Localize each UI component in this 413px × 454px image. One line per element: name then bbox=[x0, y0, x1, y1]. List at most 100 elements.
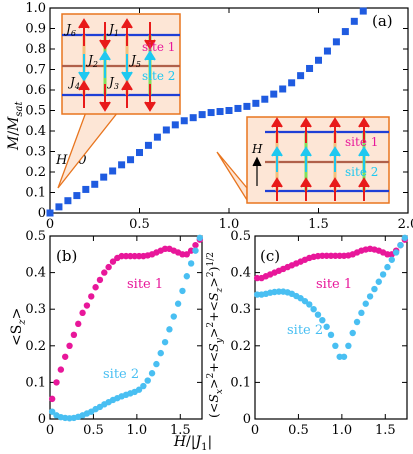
site2-data-point bbox=[135, 386, 143, 393]
site2-data-point bbox=[310, 306, 317, 313]
y-tick-label: 0.5 bbox=[25, 229, 46, 244]
xlabel-j-sub: 1 bbox=[201, 442, 207, 453]
x-tick-label: 0.5 bbox=[288, 423, 309, 438]
site2-data-point bbox=[170, 313, 177, 320]
site1-data-point bbox=[83, 302, 91, 309]
y-tick-label: 0.4 bbox=[230, 266, 251, 281]
panel-a: 0 0.1 0.2 0.3 0.4 0.5 0.6 0.7 0.8 0.9 1.0 0 0.5 1.0 1… bbox=[6, 1, 413, 232]
panel-b-label: (b) bbox=[56, 247, 77, 265]
site2-data-point bbox=[358, 309, 365, 317]
panel-b: 0 0.1 0.2 0.3 0.4 0.5 0 0.5 1.0 1.5 (b) site 1 s… bbox=[9, 229, 212, 453]
coupling-j5-letter: J bbox=[128, 53, 137, 67]
y-tick-label: 0.2 bbox=[25, 339, 46, 354]
inset-right: H site 1 site 2 bbox=[246, 116, 390, 204]
data-point bbox=[359, 7, 367, 15]
x-tick-label: 0.5 bbox=[83, 423, 104, 438]
site1-data-point bbox=[101, 269, 108, 276]
site2-data-point bbox=[366, 293, 374, 300]
inset-right-spins bbox=[271, 117, 370, 201]
panel-c-data-points bbox=[253, 234, 409, 360]
coupling-j6-letter: J bbox=[63, 22, 72, 36]
ylabel-b-sub: z bbox=[17, 319, 28, 326]
data-point bbox=[297, 72, 305, 80]
site1-data-point bbox=[66, 342, 73, 349]
y-tick-label: 0 bbox=[38, 412, 46, 427]
x-tick-label: 0 bbox=[46, 423, 54, 438]
x-axis-label: H/|J1| bbox=[173, 434, 212, 453]
y-tick-label: 0.3 bbox=[230, 302, 251, 317]
data-point bbox=[64, 197, 72, 205]
panel-b-site1-label: site 1 bbox=[127, 277, 163, 292]
data-point bbox=[288, 79, 296, 87]
svg-text:<Sz>: <Sz> bbox=[9, 308, 28, 346]
x-tick-label: 1.0 bbox=[219, 217, 240, 232]
data-point bbox=[55, 203, 63, 211]
data-point bbox=[46, 209, 54, 217]
spin-up-icon bbox=[271, 177, 283, 201]
data-point bbox=[127, 156, 135, 164]
site2-data-point bbox=[371, 285, 378, 293]
spin-down-icon bbox=[121, 54, 133, 82]
site2-data-point bbox=[192, 247, 199, 254]
inset-right-field-label: H bbox=[251, 142, 263, 156]
site1-data-point bbox=[53, 379, 60, 386]
site2-data-point bbox=[314, 311, 322, 318]
coupling-j3-letter: J bbox=[106, 75, 115, 89]
y-tick-label: 0.4 bbox=[25, 266, 46, 281]
coupling-j4-letter: J bbox=[67, 75, 76, 89]
ylabel-a-sat: sat bbox=[14, 101, 25, 117]
site1-data-point bbox=[96, 276, 104, 284]
y-tick-label: 0.8 bbox=[25, 42, 46, 57]
site1-data-point bbox=[105, 263, 112, 271]
site2-data-point bbox=[397, 241, 404, 249]
data-point bbox=[270, 90, 278, 98]
panel-c-site1-label: site 1 bbox=[316, 277, 352, 292]
coupling-j4: J4 bbox=[67, 75, 80, 91]
spin-down-icon bbox=[78, 54, 90, 82]
coupling-j4-sub: 4 bbox=[74, 82, 80, 91]
inset-left-frame bbox=[61, 13, 181, 115]
coupling-j2-letter: J bbox=[85, 53, 94, 67]
spin-up-icon bbox=[78, 18, 90, 46]
inset-left-callout bbox=[57, 111, 120, 189]
panel-b-x-ticks: 0 0.5 1.0 1.5 bbox=[46, 236, 191, 438]
panel-b-data-points bbox=[48, 234, 204, 422]
spin-up-icon bbox=[300, 146, 312, 172]
site2-data-point bbox=[375, 278, 382, 285]
y-tick-label: 0.6 bbox=[25, 83, 46, 98]
site2-data-point bbox=[384, 263, 391, 271]
panel-a-label: (a) bbox=[372, 12, 393, 30]
site1-data-point bbox=[70, 331, 78, 339]
data-point bbox=[207, 109, 215, 117]
inset-right-callout bbox=[216, 151, 248, 203]
site2-data-point bbox=[353, 318, 361, 326]
spin-up-icon bbox=[300, 177, 312, 201]
panel-c-label: (c) bbox=[260, 247, 280, 265]
site2-data-point bbox=[388, 256, 395, 263]
spin-up-icon bbox=[271, 117, 283, 143]
data-point bbox=[162, 126, 170, 134]
y-tick-label: 0 bbox=[38, 206, 46, 221]
site2-data-point bbox=[340, 353, 348, 360]
data-point bbox=[350, 17, 358, 25]
panel-b-site2-label: site 2 bbox=[103, 367, 139, 382]
data-point bbox=[109, 167, 117, 175]
y-tick-label: 0.2 bbox=[230, 339, 251, 354]
coupling-j6-sub: 6 bbox=[71, 29, 76, 38]
data-point bbox=[216, 108, 224, 116]
site2-data-point bbox=[401, 234, 409, 242]
inset-right-site1-label: site 1 bbox=[345, 135, 378, 149]
site2-data-point bbox=[392, 249, 400, 256]
site1-data-point bbox=[109, 258, 117, 265]
y-tick-label: 0 bbox=[243, 412, 251, 427]
data-point bbox=[118, 161, 126, 169]
data-point bbox=[82, 185, 90, 193]
y-tick-label: 1.0 bbox=[25, 1, 46, 16]
y-tick-label: 0.1 bbox=[25, 375, 46, 390]
data-point bbox=[341, 28, 349, 36]
coupling-j5-sub: 5 bbox=[136, 60, 141, 69]
xlabel-h: H bbox=[173, 434, 187, 450]
site1-data-point bbox=[61, 353, 69, 360]
spin-down-icon bbox=[144, 84, 156, 112]
site2-data-point bbox=[379, 271, 387, 278]
